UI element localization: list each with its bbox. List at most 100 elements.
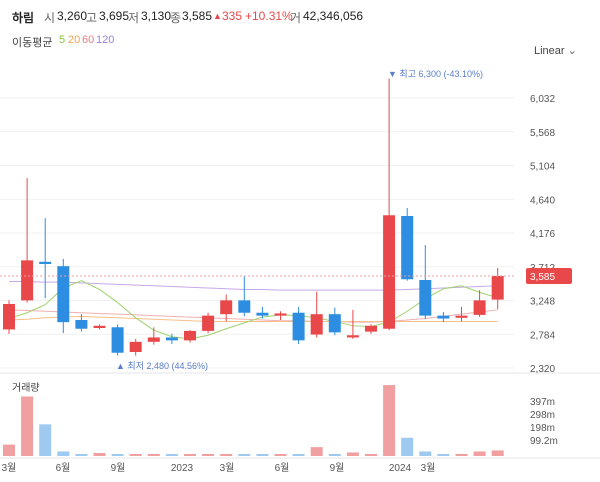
close-label: 종 [170,11,182,25]
candle-body [292,312,305,341]
volume-bar [310,447,323,456]
time-tick-label: 9월 [111,462,126,474]
scale-label: Linear [534,45,565,57]
candle-body [346,335,359,338]
volume-tick-label: 198m [530,423,555,434]
volume-bar [437,454,450,456]
price-tick-label: 6,032 [530,94,555,105]
candle-body [310,314,323,335]
candle-body [274,313,287,316]
volume-tick-label: 298m [530,410,555,421]
volume-bar [165,454,178,456]
candle-body [129,341,142,352]
candle-body [437,315,450,319]
ma-5-label: 5 [59,34,66,46]
price-tick-label: 5,104 [530,162,555,173]
candle-body [220,300,233,315]
high-value: 3,695 [99,9,130,23]
volume-bar [202,454,215,456]
time-tick-label: 3월 [220,462,235,474]
volume-bar [419,451,432,456]
stock-name: 하림 [12,11,35,25]
change-percent: +10.31% [245,9,293,23]
price-tick-label: 3,248 [530,297,555,308]
candle-body [147,337,160,342]
open-value: 3,260 [57,9,88,23]
volume-bar [238,454,251,456]
ma-20-label: 20 [68,34,81,46]
candle-body [419,279,432,316]
candle-body [75,319,88,329]
time-tick-label: 6월 [56,462,71,474]
volume-bar [491,450,504,456]
price-tick-label: 4,640 [530,195,555,206]
time-tick-label: 2023 [171,463,194,474]
volume-bar [129,454,142,456]
candle-body [365,325,377,332]
candle-body [184,330,196,341]
current-price-label: 3,585 [530,272,555,283]
candle-body [111,327,124,353]
candle-body [328,314,341,333]
candle-body [256,312,269,316]
volume-bar [455,454,468,456]
time-tick-label: 2024 [389,463,412,474]
time-tick-label: 6월 [275,462,290,474]
price-tick-label: 5,568 [530,128,555,139]
candle-body [21,260,34,301]
volume-bar [346,452,359,456]
current-price-tag [526,267,572,284]
candle-body [455,315,468,318]
scale-toggle-button[interactable]: Linear ⌄ [534,44,577,57]
change-up-icon: ▲ [213,11,222,21]
ma-120-label: 120 [96,34,115,46]
volume-tick-label: 397m [530,397,555,408]
candle-body [491,275,504,300]
volume-bar [220,454,233,456]
price-tick-label: 2,784 [530,330,555,341]
price-tick-label: 2,320 [530,364,555,375]
candle-body [202,315,215,331]
ma-20-line [8,315,498,322]
volume-bar [383,385,396,456]
low-value: 3,130 [141,9,172,23]
volume-bar [184,454,196,456]
volume-bar [147,454,160,456]
time-tick-label: 3월 [421,462,436,474]
open-label: 시 [44,11,56,25]
volume-label: 거 [290,11,302,25]
volume-bar [75,453,88,456]
close-value: 3,585 [182,9,213,23]
ma-60-label: 60 [82,34,95,46]
candle-body [39,261,52,264]
high-label: 고 [86,11,98,25]
low-label: 저 [128,11,140,25]
volume-panel-label: 거래량 [12,382,40,394]
volume-bar [21,396,34,456]
candle-body [383,215,396,329]
volume-bar [328,454,341,456]
low-price-annotation: ▲ 최저 2,480 (44.56%) [116,361,208,371]
volume-bar [274,454,287,456]
time-tick-label: 9월 [330,462,345,474]
volume-value: 42,346,056 [303,9,364,23]
change-value: 335 [222,9,243,23]
candle-body [93,325,106,328]
ma-5-line [8,280,498,340]
chart-header: 하림 시 3,260 고 3,695 저 3,130 종 3,585 ▲ 335… [0,0,600,64]
candle-body [401,215,414,280]
time-tick-label: 3월 [2,462,17,474]
volume-bar [473,451,486,456]
candle-body [165,337,178,341]
candle-body [3,303,15,330]
volume-bar [111,454,124,456]
volume-bar [93,452,106,456]
high-price-annotation: ▼ 최고 6,300 (-43.10%) [388,69,483,79]
volume-bar [365,454,377,456]
volume-bar [3,444,15,456]
volume-bar [292,454,305,456]
candle-body [473,300,486,315]
chevron-down-icon: ⌄ [567,45,577,57]
price-tick-label: 4,176 [530,229,555,240]
